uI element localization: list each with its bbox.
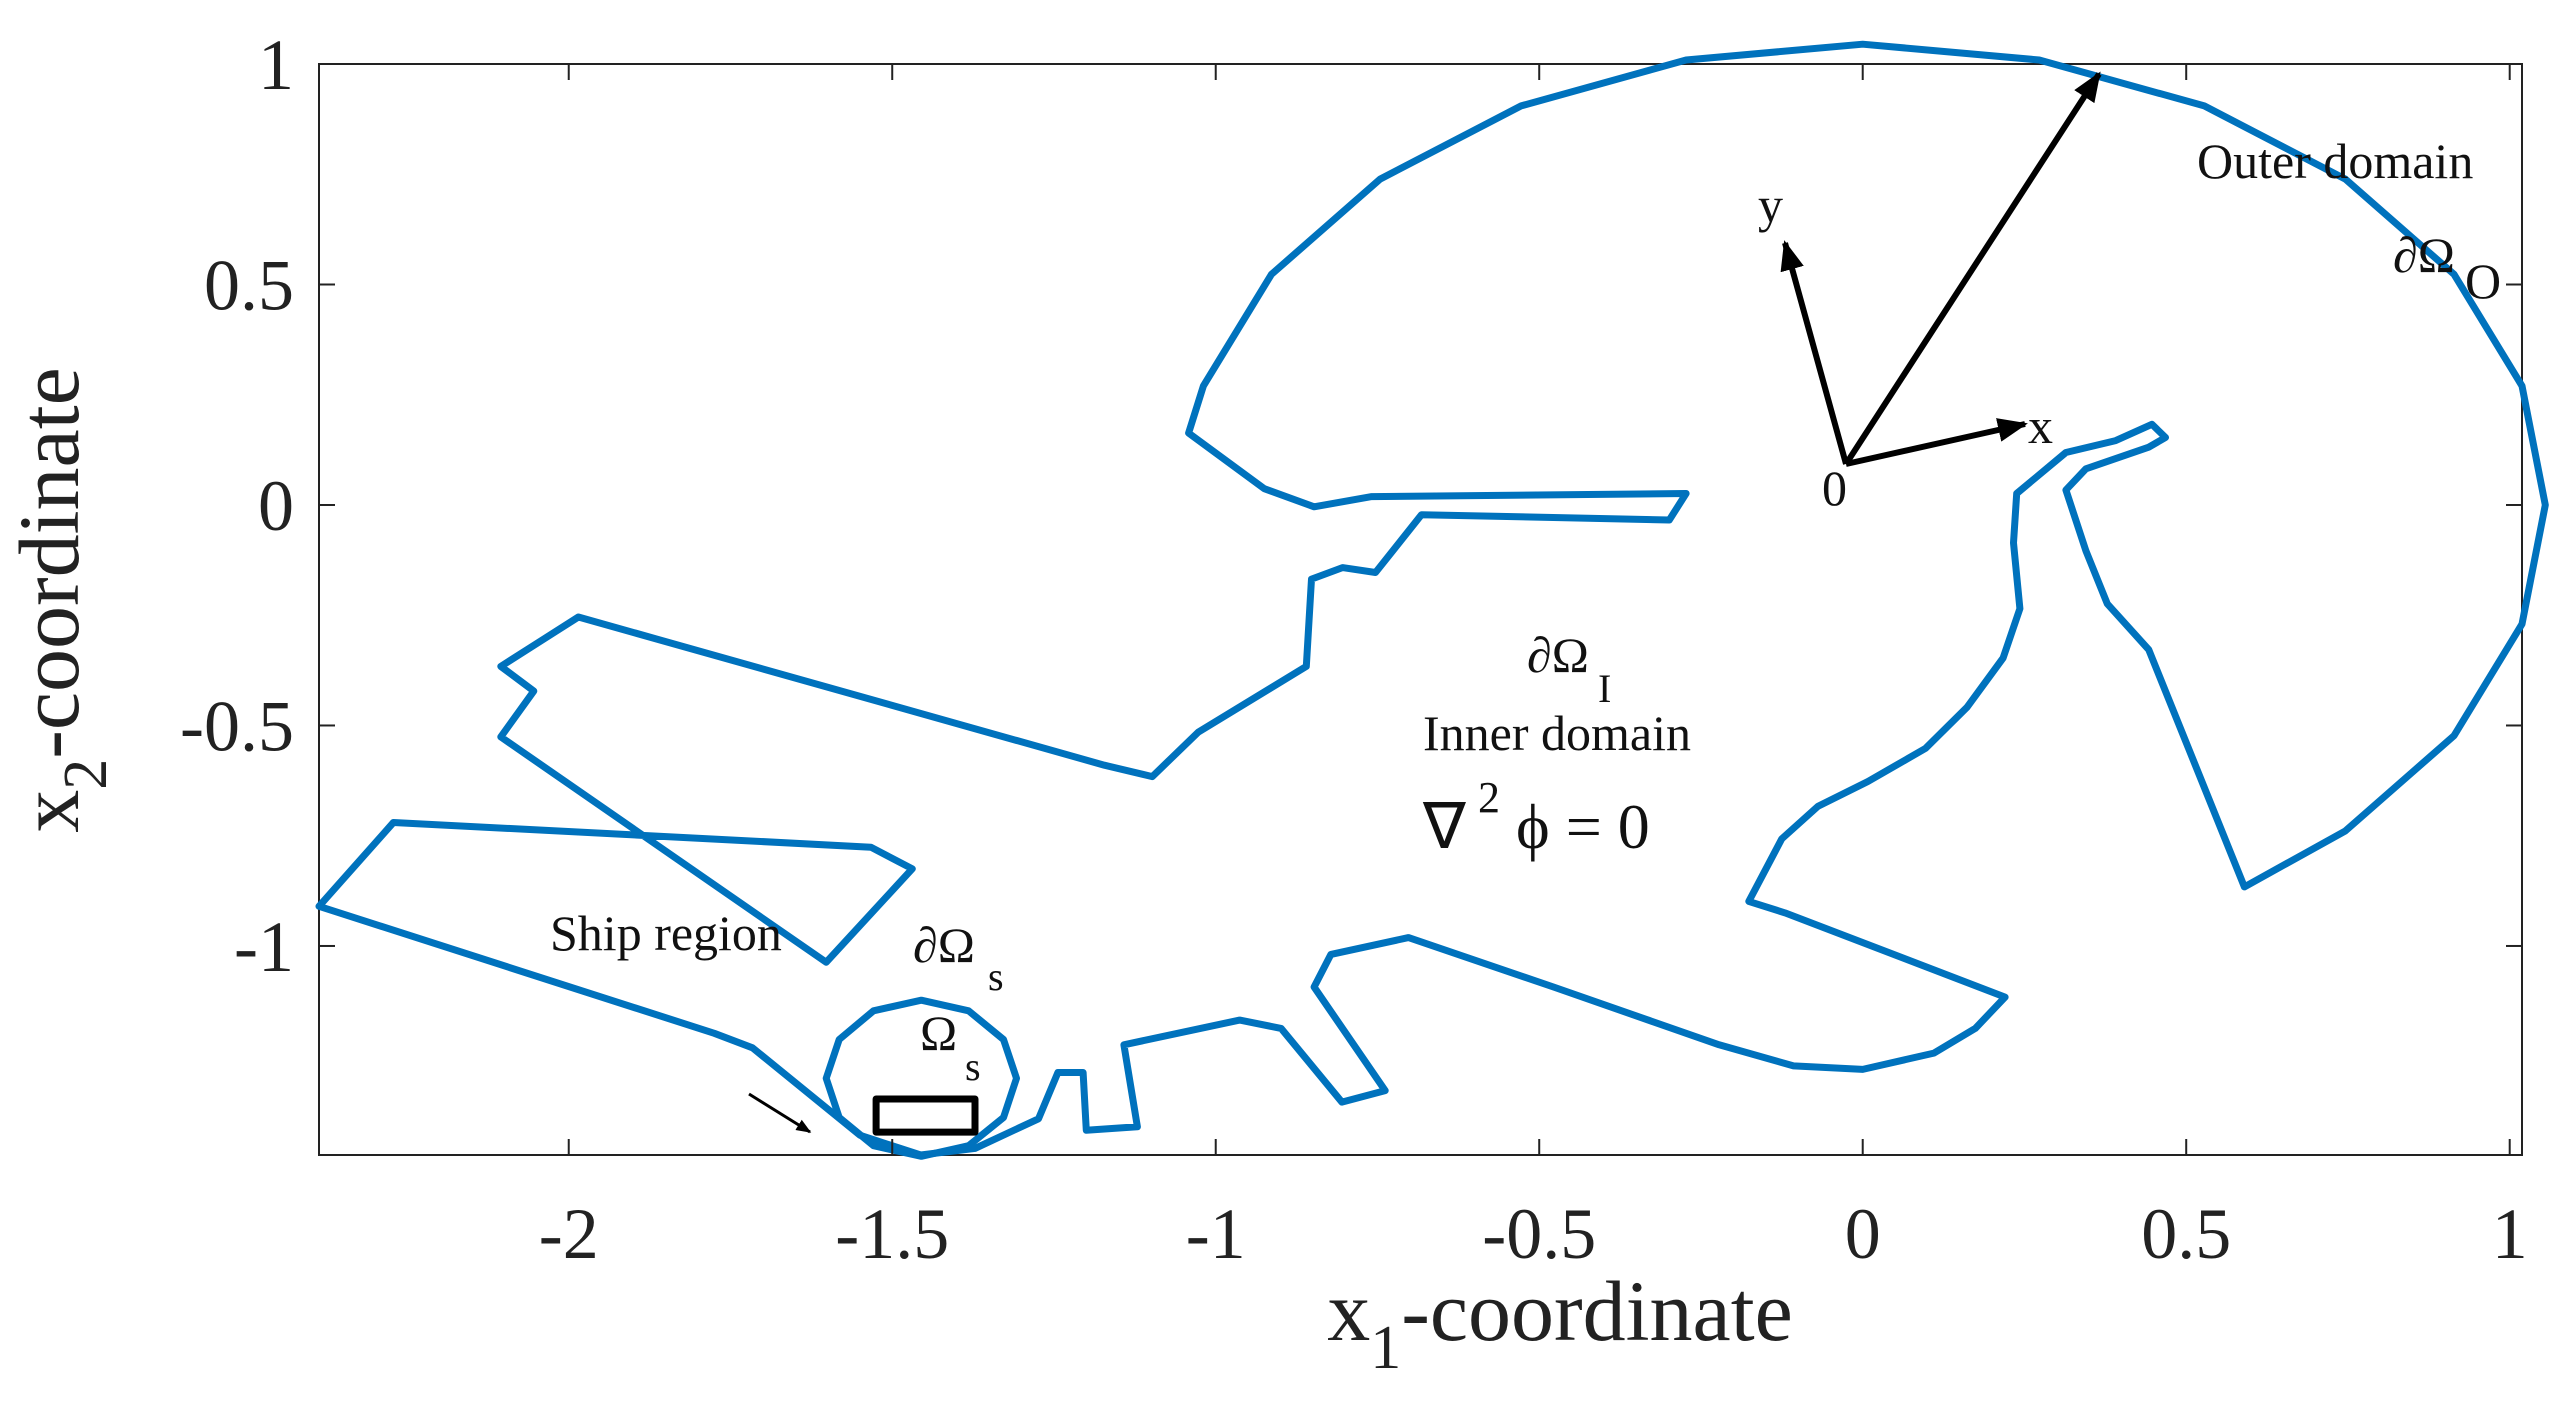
y-axis-label: x2-coordinate [1, 367, 120, 833]
outline [822, 996, 1020, 1160]
annotation: x [2028, 398, 2053, 454]
ship-arrow [748, 1092, 812, 1134]
annotation: s [965, 1044, 981, 1089]
annotation: ∂Ω [1527, 627, 1589, 683]
plot-area [315, 40, 2549, 1160]
annotation: y [1758, 177, 1783, 233]
y-axis-label-part: x [1, 790, 97, 833]
annotation: ∇ [1422, 791, 1466, 862]
radius-arrow [1843, 71, 2102, 466]
x-axis-label: x1-coordinate [1327, 1263, 1793, 1382]
annotation: s [988, 954, 1004, 999]
annotation: ∂Ω [913, 917, 975, 973]
x-axis-label-part: -coordinate [1401, 1263, 1793, 1359]
x-arrow [1845, 418, 2028, 467]
plot-frame [318, 63, 2523, 1156]
x-tick-label: -1.5 [835, 1194, 949, 1274]
x-tick-label: -1 [1186, 1194, 1246, 1274]
annotation: O [2465, 253, 2501, 309]
y-tick-label: 0 [258, 466, 294, 546]
y-tick-label: 1 [258, 25, 294, 105]
x-tick-label: -0.5 [1482, 1194, 1596, 1274]
annotation: ∂Ω [2393, 227, 2455, 283]
annotation: ϕ = 0 [1516, 791, 1650, 862]
y-axis-label-part: -coordinate [1, 367, 97, 759]
x-tick-label: 0 [1845, 1194, 1881, 1274]
y-tick-label: -1 [234, 907, 294, 987]
annotation: 2 [1478, 773, 1500, 822]
y-tick-label: 0.5 [204, 245, 294, 325]
annotation: Outer domain [2197, 133, 2473, 189]
annotation: I [1598, 666, 1611, 711]
x-tick-label: 1 [2492, 1194, 2528, 1274]
outline [315, 40, 2549, 1159]
annotation: 0 [1822, 460, 1847, 516]
y-axis-label-part: 2 [52, 759, 120, 790]
x-axis-label-part: 1 [1370, 1314, 1401, 1382]
x-axis-label-part: x [1327, 1263, 1370, 1359]
x-tick-label: 0.5 [2141, 1194, 2231, 1274]
coordinate-arrows [748, 71, 2102, 1134]
outline [872, 1095, 979, 1136]
annotation: Ω [920, 1005, 957, 1061]
x-tick-label: -2 [539, 1194, 599, 1274]
y-arrow [1780, 240, 1849, 465]
annotation: Inner domain [1423, 705, 1691, 761]
annotation: Ship region [550, 905, 782, 961]
y-tick-label: -0.5 [180, 686, 294, 766]
